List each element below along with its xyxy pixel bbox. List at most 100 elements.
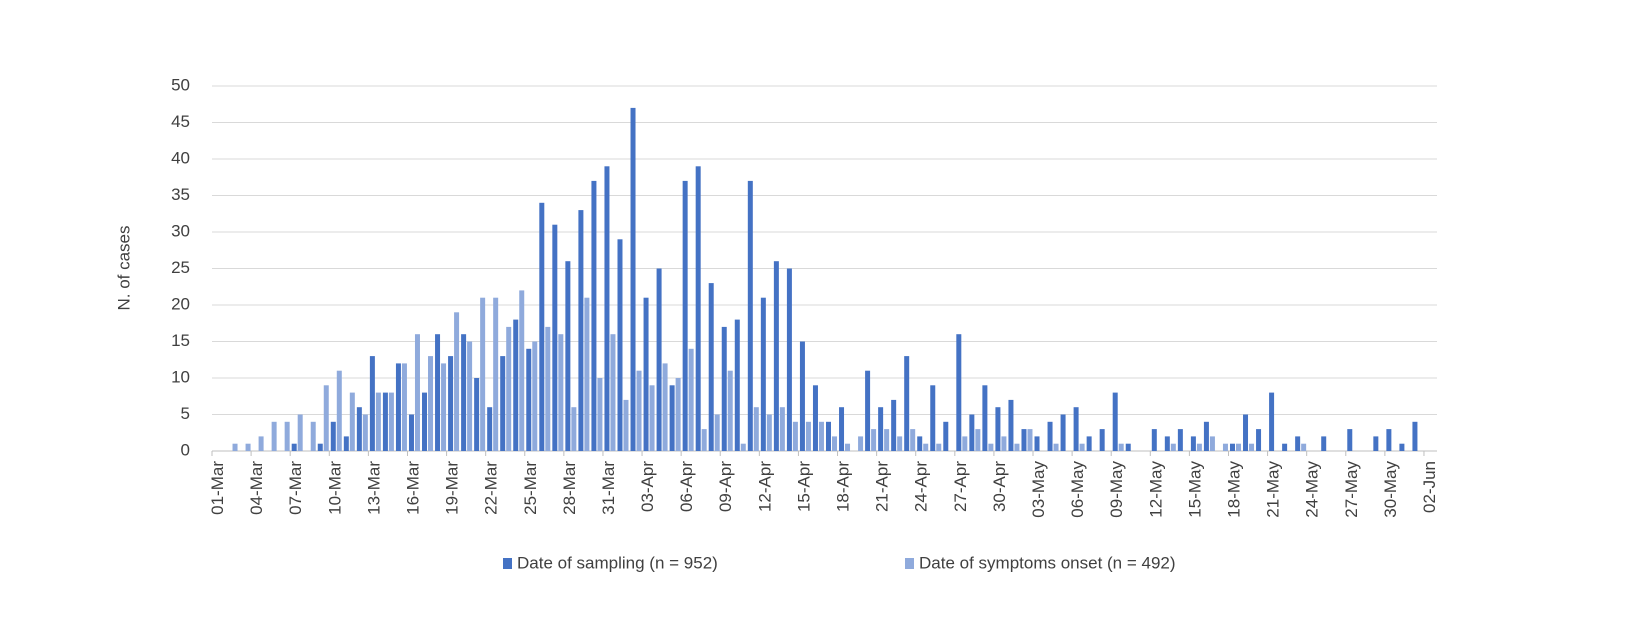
x-tick-label: 02-Jun (1420, 461, 1439, 513)
bar (461, 334, 467, 451)
x-tick-label: 04-Mar (247, 461, 266, 515)
bar (845, 443, 851, 451)
bar (1321, 436, 1327, 451)
y-tick-label: 50 (171, 75, 190, 94)
bar (982, 385, 988, 451)
bar (604, 166, 610, 452)
bar (395, 363, 401, 451)
bar (435, 334, 441, 451)
x-tick-label: 09-May (1107, 461, 1126, 518)
bar (519, 290, 525, 451)
bar (610, 334, 616, 451)
bar (1079, 443, 1085, 451)
bar (1301, 443, 1307, 451)
bar (441, 363, 447, 451)
bar (943, 421, 949, 451)
bar (1249, 443, 1255, 451)
bar (779, 407, 785, 451)
bar (545, 326, 551, 451)
bar (675, 378, 681, 451)
x-tick-label: 06-May (1068, 461, 1087, 518)
bar (1256, 429, 1262, 451)
legend-label: Date of symptoms onset (n = 492) (919, 553, 1176, 572)
bar (1112, 392, 1118, 451)
x-tick-label: 22-Mar (482, 461, 501, 515)
bar (910, 429, 916, 451)
bar (493, 297, 499, 451)
bar (695, 166, 701, 452)
bar (839, 407, 845, 451)
x-tick-label: 19-Mar (443, 461, 462, 515)
bar (382, 392, 388, 451)
bar (1243, 414, 1249, 451)
x-tick-label: 03-Apr (638, 461, 657, 512)
bar (428, 356, 434, 451)
bar (369, 356, 375, 451)
bar (506, 326, 512, 451)
y-tick-label: 45 (171, 112, 190, 131)
bar (669, 385, 675, 451)
bar (727, 370, 733, 451)
x-tick-label: 03-May (1029, 461, 1048, 518)
bar (565, 261, 571, 451)
legend-label: Date of sampling (n = 952) (517, 553, 718, 572)
y-tick-label: 25 (171, 258, 190, 277)
bar (832, 436, 837, 451)
bar (480, 297, 486, 451)
y-tick-label: 20 (171, 294, 190, 313)
bar (714, 414, 720, 451)
bar (904, 356, 910, 451)
bar (975, 429, 981, 451)
bar (245, 443, 251, 451)
y-tick-label: 15 (171, 331, 190, 350)
bar (414, 334, 420, 451)
bar (1073, 407, 1079, 451)
x-tick-label: 15-Apr (794, 461, 813, 512)
bar (1222, 443, 1228, 451)
bar (1209, 436, 1215, 451)
x-tick-label: 21-Apr (873, 461, 892, 512)
x-tick-label: 27-Apr (951, 461, 970, 512)
bar (532, 341, 538, 451)
bar (818, 421, 824, 451)
bar (1269, 392, 1275, 451)
bar (330, 421, 336, 451)
x-tick-label: 30-May (1381, 461, 1400, 518)
bar (1203, 421, 1209, 451)
bar (349, 392, 355, 451)
bar (291, 443, 297, 451)
bar (1164, 436, 1170, 451)
bar (858, 436, 864, 451)
bar (917, 436, 923, 451)
bar (956, 334, 962, 451)
x-tick-label: 07-Mar (286, 461, 305, 515)
y-tick-label: 0 (181, 440, 190, 459)
bar (356, 407, 362, 451)
bar (258, 436, 264, 451)
bar (1386, 429, 1392, 451)
bar (597, 378, 603, 451)
x-tick-label: 24-May (1303, 461, 1322, 518)
x-tick-label: 09-Apr (716, 461, 735, 512)
bar (878, 407, 884, 451)
bar (871, 429, 877, 451)
y-tick-label: 10 (171, 367, 190, 386)
bar (688, 348, 694, 451)
bar (1008, 399, 1014, 451)
bar (571, 407, 577, 451)
bar (454, 312, 460, 451)
bar (649, 385, 655, 451)
bar (558, 334, 564, 451)
bar (995, 407, 1001, 451)
bar (1295, 436, 1301, 451)
bar (1235, 443, 1241, 451)
bar (753, 407, 759, 451)
bar (467, 341, 473, 451)
bar (897, 436, 903, 451)
bar (297, 414, 303, 451)
bar (923, 443, 929, 451)
bar (500, 356, 506, 451)
bar (734, 319, 740, 451)
bar (1086, 436, 1092, 451)
bar (773, 261, 779, 451)
